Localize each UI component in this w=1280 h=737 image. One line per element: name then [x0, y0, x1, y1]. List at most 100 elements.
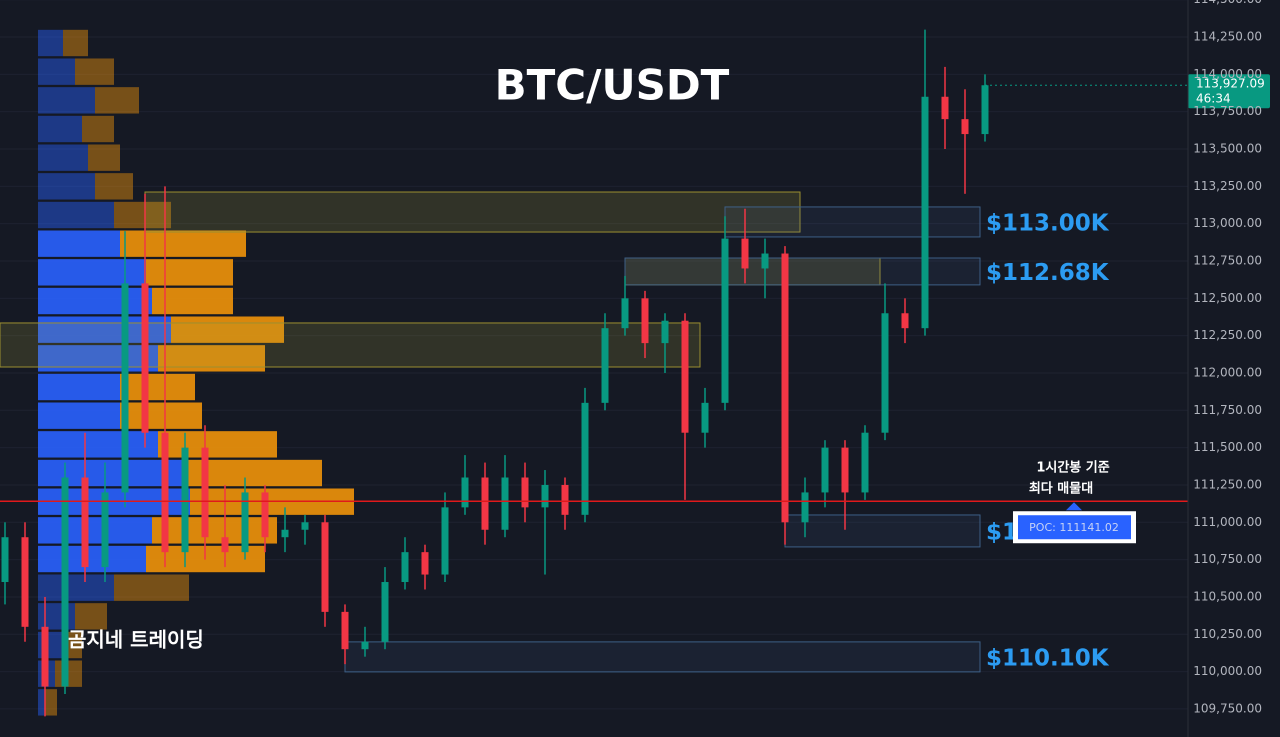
candle-body	[741, 238, 749, 269]
profile-sell	[95, 173, 133, 200]
y-tick-label: 113,000.00	[1193, 216, 1262, 230]
candle-body	[401, 552, 409, 583]
profile-buy	[38, 431, 158, 458]
y-tick-label: 110,750.00	[1193, 552, 1262, 566]
profile-buy	[38, 115, 82, 143]
y-tick-label: 113,500.00	[1193, 142, 1262, 156]
zone	[144, 191, 801, 233]
candle-body	[821, 447, 829, 493]
profile-buy	[38, 87, 95, 114]
zone	[0, 322, 701, 368]
profile-buy	[38, 230, 120, 257]
poc-note: 1시간봉 기준	[1036, 460, 1109, 476]
y-tick-label: 111,250.00	[1193, 477, 1262, 491]
profile-buy	[38, 545, 146, 573]
candle-body	[541, 484, 549, 508]
y-tick-label: 112,750.00	[1193, 253, 1262, 267]
profile-sell	[146, 259, 233, 286]
y-tick-label: 112,000.00	[1193, 365, 1262, 379]
profile-buy	[38, 58, 75, 85]
candle-body	[361, 641, 369, 650]
candle-body	[621, 298, 629, 329]
profile-buy	[38, 603, 75, 630]
profile-buy	[38, 373, 120, 401]
zones: $113.00K$112.68K$110.93K$110.10K	[0, 191, 1110, 673]
candle-body	[281, 529, 289, 538]
profile-buy	[38, 316, 171, 343]
candle-body	[841, 447, 849, 493]
candle-body	[1, 537, 9, 583]
candle-body	[701, 402, 709, 433]
poc-box	[1018, 515, 1131, 540]
poc-pointer	[1066, 502, 1082, 511]
y-tick-label: 110,250.00	[1193, 627, 1262, 641]
profile-buy	[38, 201, 114, 229]
candle-body	[421, 552, 429, 575]
profile-sell	[114, 201, 171, 229]
candle-body	[501, 477, 509, 530]
profile-buy	[38, 144, 88, 171]
profile-sell	[120, 230, 246, 257]
candle-body	[221, 537, 229, 553]
candle-body	[601, 328, 609, 403]
profile-sell	[75, 58, 114, 85]
profile-buy	[38, 287, 152, 315]
candle-body	[901, 313, 909, 329]
candle-body	[641, 298, 649, 344]
candle-body	[321, 522, 329, 612]
profile-buy	[38, 259, 146, 286]
profile-sell	[63, 29, 88, 57]
zone-label: $113.00K	[986, 210, 1110, 236]
y-tick-label: 110,500.00	[1193, 589, 1262, 603]
profile-sell	[152, 517, 277, 544]
candle-body	[261, 492, 269, 538]
countdown: 46:34	[1196, 92, 1231, 106]
y-tick-label: 114,500.00	[1193, 0, 1262, 6]
candle-body	[881, 313, 889, 433]
candle-body	[461, 477, 469, 508]
candle-body	[21, 537, 29, 627]
profile-sell	[152, 287, 233, 315]
y-tick-label: 114,250.00	[1193, 30, 1262, 44]
candle-body	[781, 253, 789, 523]
candle-body	[301, 522, 309, 530]
candle-body	[521, 477, 529, 508]
y-tick-label: 109,750.00	[1193, 701, 1262, 715]
chart-title: BTC/USDT	[495, 61, 730, 110]
poc-label: POC: 111141.02	[1029, 521, 1119, 534]
candle-body	[181, 447, 189, 553]
profile-sell	[114, 574, 189, 601]
y-tick-label: 113,250.00	[1193, 179, 1262, 193]
y-tick-label: 110,000.00	[1193, 664, 1262, 678]
candle-body	[381, 582, 389, 642]
profile-buy	[38, 402, 120, 429]
candle-body	[341, 611, 349, 650]
candle-body	[981, 85, 989, 135]
candle-body	[721, 238, 729, 403]
profile-buy	[38, 689, 45, 716]
candle-body	[101, 492, 109, 568]
candle-body	[201, 447, 209, 538]
candle-body	[441, 507, 449, 575]
profile-sell	[120, 373, 195, 401]
candle-body	[661, 320, 669, 344]
y-tick-label: 111,000.00	[1193, 515, 1262, 529]
profile-buy	[38, 574, 114, 601]
poc-note: 최다 매물대	[1029, 481, 1093, 497]
profile-sell	[171, 316, 284, 343]
profile-buy	[38, 173, 95, 200]
candle-body	[121, 283, 129, 493]
candle-body	[161, 432, 169, 553]
candle-body	[81, 477, 89, 568]
candle-body	[41, 626, 49, 687]
candle-body	[921, 96, 929, 329]
profile-sell	[88, 144, 120, 171]
candle-body	[941, 96, 949, 120]
zone	[344, 641, 981, 673]
price-tag-label: 113,927.09	[1196, 77, 1265, 91]
watermark: 곰지네 트레이딩	[68, 628, 204, 652]
profile-sell	[82, 115, 114, 143]
candle-body	[481, 477, 489, 530]
y-tick-label: 112,500.00	[1193, 291, 1262, 305]
